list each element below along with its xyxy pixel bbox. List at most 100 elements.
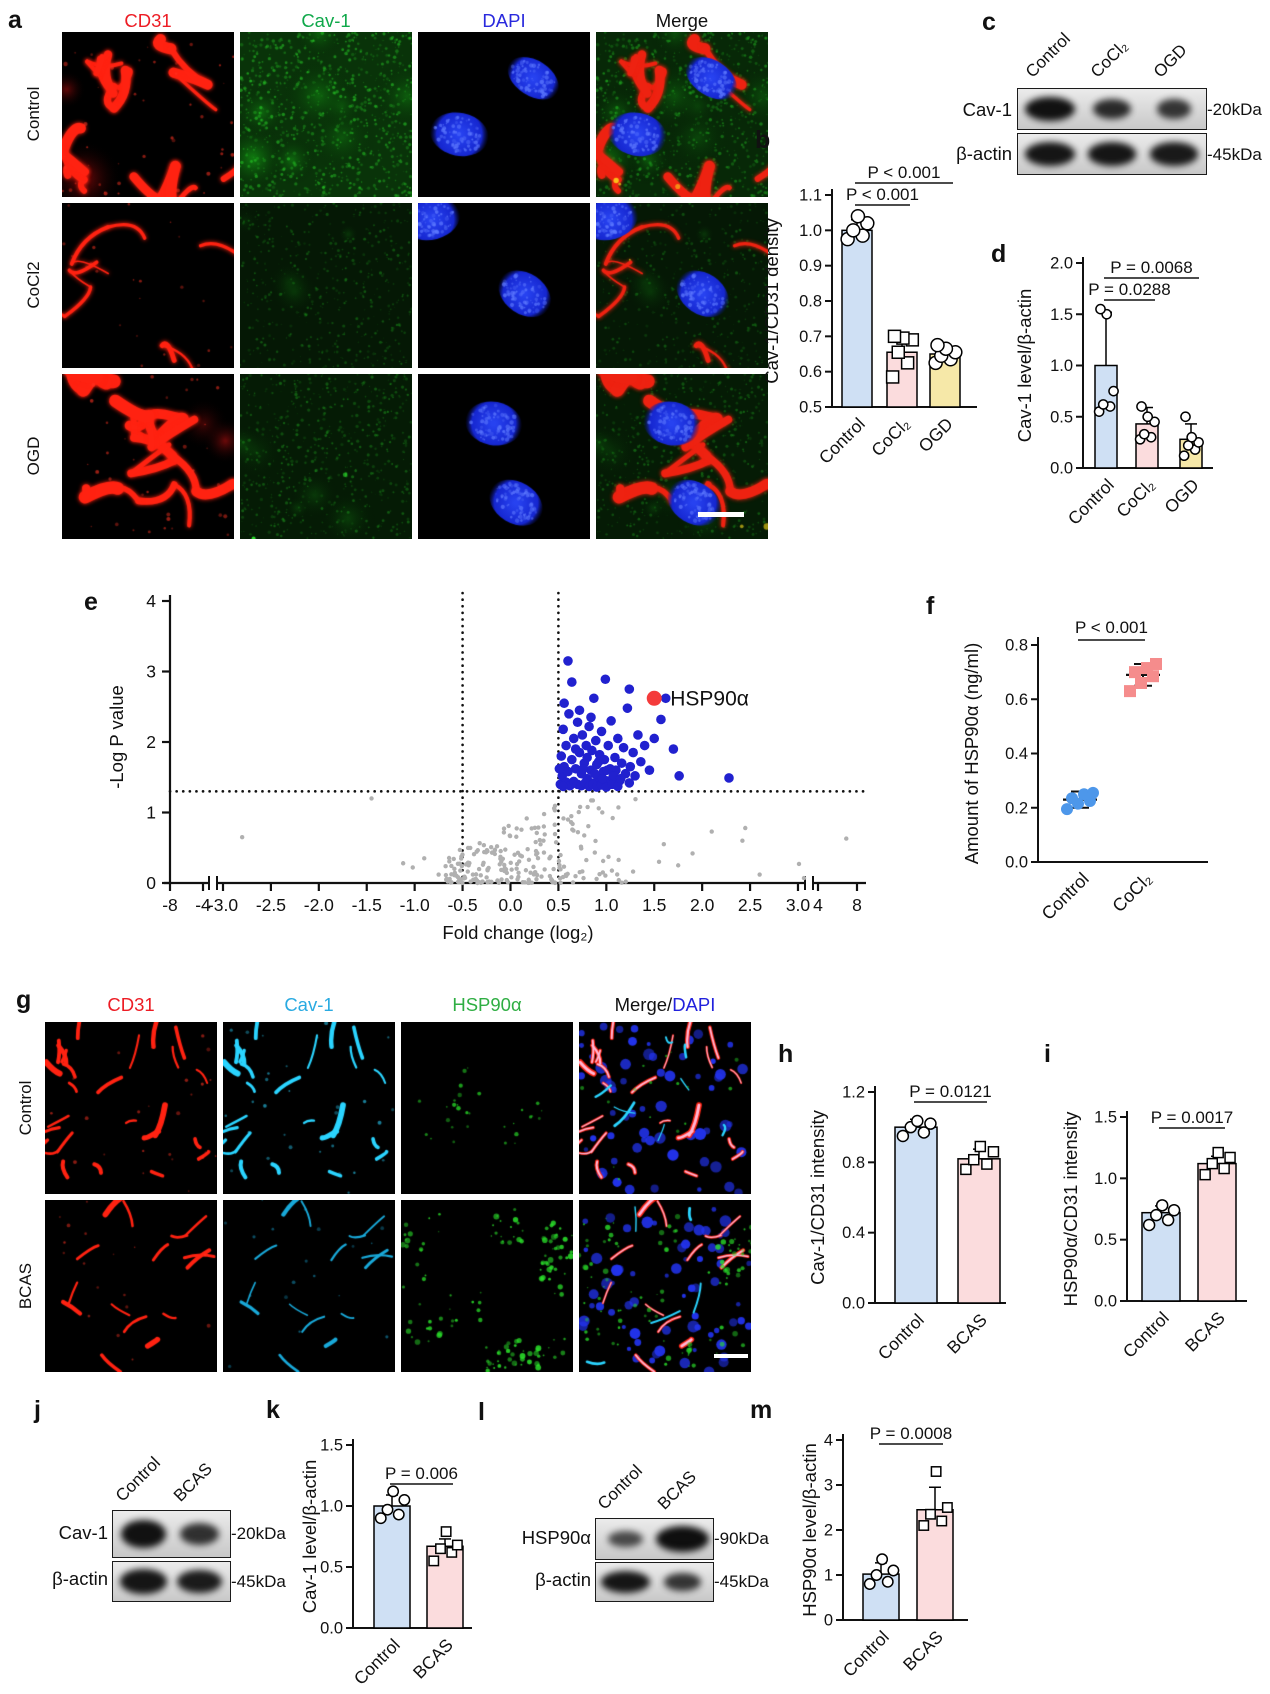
svg-text:BCAS: BCAS (943, 1310, 991, 1358)
chart-k-cav1-level: 0.0 0.5 1.0 1.5 Control BCAS P = 0.006 Cav-1 le… (299, 1437, 472, 1689)
blot-c-target-cav1: Cav-1 (962, 99, 1012, 120)
svg-text:8: 8 (852, 895, 862, 915)
svg-text:OGD: OGD (914, 414, 956, 456)
svg-text:4: 4 (146, 591, 156, 611)
svg-text:4: 4 (813, 895, 823, 915)
svg-text:2: 2 (824, 1522, 833, 1540)
micro-g-control-cd31 (45, 1022, 217, 1194)
blot-c-band-row-cav1 (1017, 88, 1207, 130)
svg-text:0.0: 0.0 (498, 895, 523, 915)
svg-text:0.4: 0.4 (1005, 745, 1028, 763)
svg-text:0.8: 0.8 (1005, 637, 1028, 655)
chart-i-hsp90-cd31-intensity: 0.0 0.5 1.0 1.5 Control BCAS P = 0.0017 HSP90α/… (1060, 1108, 1247, 1362)
svg-text:0.4: 0.4 (842, 1224, 865, 1242)
svg-text:Cav-1/CD31 intensity: Cav-1/CD31 intensity (807, 1109, 828, 1285)
svg-text:1: 1 (824, 1567, 833, 1585)
svg-text:0.0: 0.0 (320, 1620, 343, 1638)
svg-text:P = 0.0288: P = 0.0288 (1088, 280, 1170, 299)
svg-text:HSP90α: HSP90α (670, 687, 749, 710)
panel-label-c: c (982, 8, 996, 36)
micro-g-bcas-cav1 (223, 1200, 395, 1372)
svg-text:0.5: 0.5 (546, 895, 570, 915)
panel-a-col-merge: Merge (655, 10, 709, 31)
panel-g-col-merge-dapi: Merge/DAPI (579, 994, 751, 1016)
panel-label-m: m (750, 1396, 773, 1424)
blot-c-lane-cocl2: CoCl₂ (1086, 36, 1132, 82)
svg-text:-2.5: -2.5 (256, 895, 286, 915)
chart-e-volcano: 0 1 2 3 4 -8 -4-3.0 -2.5 -2.0 -1.5 -1.0 -0.5 0.0 0.5 1… (106, 591, 868, 943)
svg-text:Control: Control (1038, 869, 1093, 924)
micro-g-control-hsp90 (401, 1022, 573, 1194)
svg-text:Fold change (log₂): Fold change (log₂) (442, 922, 593, 943)
blot-l-target-hsp90: HSP90α (521, 1527, 591, 1548)
blot-c-target-bactin: β-actin (956, 143, 1012, 164)
svg-text:0: 0 (824, 1612, 833, 1630)
panel-label-e: e (84, 588, 98, 616)
panel-g-col-cav1: Cav-1 (284, 994, 334, 1015)
svg-text:0.9: 0.9 (799, 257, 822, 275)
panel-a-row-control: Control (24, 86, 43, 142)
svg-text:CoCl₂: CoCl₂ (867, 414, 913, 460)
svg-text:Cav-1/CD31 density: Cav-1/CD31 density (761, 217, 782, 383)
svg-text:P < 0.001: P < 0.001 (1075, 618, 1148, 637)
blot-j-kda-20: -20kDa (231, 1524, 286, 1543)
panel-g-col-cd31: CD31 (107, 994, 155, 1015)
svg-text:1.1: 1.1 (799, 187, 822, 205)
panel-g-col-hsp90: HSP90α (452, 994, 522, 1015)
svg-text:Control: Control (874, 1310, 928, 1364)
blot-j-band-row-bactin (112, 1561, 231, 1602)
blot-c-kda-20: -20kDa (1207, 100, 1262, 119)
svg-text:0.5: 0.5 (1094, 1231, 1117, 1249)
micro-a-ogd-cav1 (240, 374, 412, 539)
svg-text:0.8: 0.8 (842, 1154, 865, 1172)
panel-g-row-control: Control (16, 1080, 35, 1136)
svg-text:CoCl₂: CoCl₂ (1108, 869, 1155, 916)
scale-bar-a (698, 512, 744, 517)
svg-text:P = 0.0068: P = 0.0068 (1110, 258, 1192, 277)
micro-g-bcas-cd31 (45, 1200, 217, 1372)
svg-text:1.0: 1.0 (1050, 357, 1073, 375)
svg-text:-0.5: -0.5 (447, 895, 477, 915)
svg-text:1.2: 1.2 (842, 1084, 865, 1102)
svg-text:2.0: 2.0 (690, 895, 715, 915)
panel-a-row-ogd: OGD (24, 436, 43, 476)
svg-text:0.7: 0.7 (799, 328, 822, 346)
svg-text:0.5: 0.5 (1050, 408, 1073, 426)
panel-label-i: i (1044, 1040, 1051, 1068)
svg-text:CoCl₂: CoCl₂ (1112, 475, 1158, 521)
svg-text:-4: -4 (195, 895, 211, 915)
panel-label-k: k (266, 1396, 280, 1424)
micro-a-control-cd31 (62, 32, 234, 197)
svg-text:0: 0 (146, 873, 156, 893)
svg-text:0.5: 0.5 (799, 399, 822, 417)
panel-label-a: a (8, 6, 22, 34)
blot-l-lane-control: Control (593, 1461, 647, 1514)
svg-text:OGD: OGD (1160, 475, 1202, 517)
svg-text:-3.0: -3.0 (208, 895, 238, 915)
svg-text:P < 0.001: P < 0.001 (868, 163, 941, 182)
blot-j-band-row-cav1 (112, 1510, 231, 1558)
svg-text:-Log P value: -Log P value (106, 685, 127, 789)
svg-text:Control: Control (350, 1635, 404, 1689)
svg-text:HSP90α level/β-actin: HSP90α level/β-actin (799, 1443, 820, 1617)
blot-l-kda-45: -45kDa (714, 1572, 769, 1591)
svg-text:1.0: 1.0 (1094, 1170, 1117, 1188)
micro-a-cocl2-cd31 (62, 203, 234, 368)
micro-g-control-cav1 (223, 1022, 395, 1194)
svg-text:0.8: 0.8 (799, 293, 822, 311)
panel-a-col-cd31: CD31 (124, 10, 172, 31)
panel-a-row-cocl2: CoCl2 (24, 261, 43, 309)
svg-text:2.5: 2.5 (738, 895, 762, 915)
svg-text:P < 0.001: P < 0.001 (846, 185, 919, 204)
micro-a-control-cav1 (240, 32, 412, 197)
svg-text:3.0: 3.0 (786, 895, 811, 915)
micro-g-control-merge (579, 1022, 751, 1194)
micro-a-ogd-dapi (418, 374, 590, 539)
svg-text:3: 3 (146, 662, 156, 682)
svg-text:Cav-1 level/β-actin: Cav-1 level/β-actin (1014, 289, 1035, 443)
blot-j-lane-control: Control (111, 1453, 165, 1506)
micro-g-bcas-hsp90 (401, 1200, 573, 1372)
svg-text:1.5: 1.5 (1050, 306, 1073, 324)
